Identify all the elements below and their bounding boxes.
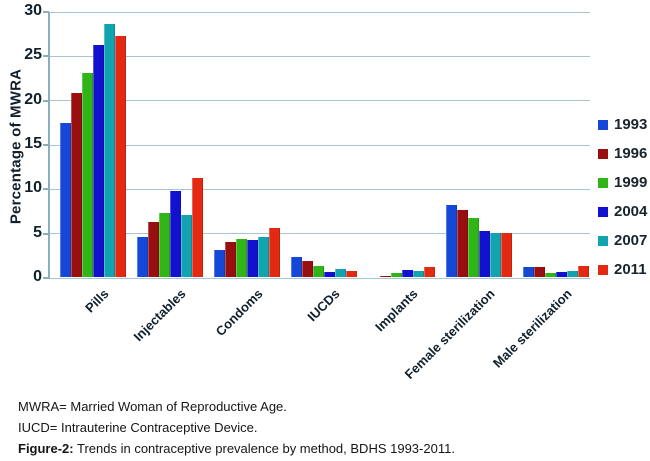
bar-1999-iucds bbox=[313, 266, 325, 277]
bar-2004-implants bbox=[401, 270, 413, 277]
legend-swatch-1996 bbox=[598, 149, 608, 159]
bar-1996-female-sterilization bbox=[456, 210, 468, 277]
bar-1996-implants bbox=[379, 276, 391, 277]
bar-1993-male-sterilization bbox=[522, 267, 534, 277]
y-tick-label-20: 20 bbox=[24, 90, 42, 108]
footnote-iucd: IUCD= Intrauterine Contraceptive Device. bbox=[18, 420, 258, 435]
bar-2011-injectables bbox=[192, 178, 204, 277]
bar-1993-condoms bbox=[214, 250, 226, 277]
figure-caption: Figure-2: Trends in contraceptive preval… bbox=[18, 438, 455, 459]
bar-group-iucds bbox=[291, 257, 358, 277]
bar-1996-condoms bbox=[225, 242, 237, 277]
bar-2007-iucds bbox=[335, 269, 347, 277]
bar-2007-male-sterilization bbox=[566, 271, 578, 277]
y-tick-label-10: 10 bbox=[24, 179, 42, 197]
bar-2011-implants bbox=[423, 267, 435, 277]
gridline-5 bbox=[50, 233, 590, 235]
bar-2011-female-sterilization bbox=[500, 233, 512, 277]
bar-1999-female-sterilization bbox=[467, 218, 479, 277]
bar-group-injectables bbox=[137, 178, 204, 277]
y-axis-line bbox=[48, 12, 50, 279]
bar-2004-condoms bbox=[247, 240, 259, 277]
tickmark-25 bbox=[43, 55, 49, 58]
tickmark-15 bbox=[43, 144, 49, 146]
bar-2007-implants bbox=[412, 271, 424, 277]
legend-swatch-1993 bbox=[598, 120, 608, 130]
bar-2004-female-sterilization bbox=[478, 231, 490, 277]
bar-1999-pills bbox=[82, 73, 93, 277]
legend: 1993 1996 1999 2004 2007 2011 bbox=[598, 117, 647, 278]
tickmark-30 bbox=[43, 11, 49, 13]
tickmark-10 bbox=[43, 188, 49, 191]
legend-item-2007: 2007 bbox=[598, 233, 647, 249]
y-tick-label-30: 30 bbox=[24, 2, 42, 19]
tickmark-20 bbox=[43, 99, 49, 102]
y-tick-label-0: 0 bbox=[33, 268, 42, 285]
legend-swatch-2004 bbox=[598, 207, 608, 217]
bar-1996-pills bbox=[71, 93, 82, 277]
bar-2007-pills bbox=[104, 24, 115, 277]
y-tick-label-15: 15 bbox=[24, 135, 42, 152]
legend-label-1996: 1996 bbox=[614, 145, 648, 162]
y-tick-label-25: 25 bbox=[24, 46, 42, 64]
gridline-0 bbox=[50, 277, 590, 279]
plot-area bbox=[50, 11, 590, 279]
bar-group-female-sterilization bbox=[445, 205, 512, 277]
y-tick-label-5: 5 bbox=[33, 223, 42, 241]
legend-swatch-1999 bbox=[598, 178, 608, 188]
bar-group-implants bbox=[369, 267, 435, 277]
footnotes: MWRA= Married Woman of Reproductive Age.… bbox=[18, 396, 455, 459]
bar-2011-pills bbox=[115, 36, 126, 277]
legend-label-2004: 2004 bbox=[614, 203, 648, 220]
gridline-30 bbox=[50, 11, 590, 13]
bar-1999-male-sterilization bbox=[544, 273, 556, 277]
legend-label-2007: 2007 bbox=[614, 232, 648, 249]
bar-2011-iucds bbox=[346, 271, 358, 277]
legend-item-1993: 1993 bbox=[598, 117, 647, 133]
bar-1996-injectables bbox=[148, 222, 160, 277]
bar-2007-female-sterilization bbox=[489, 233, 501, 277]
bar-1993-pills bbox=[60, 123, 71, 277]
bar-group-condoms bbox=[214, 228, 281, 277]
bar-2004-pills bbox=[93, 45, 104, 277]
legend-swatch-2011 bbox=[598, 265, 608, 275]
gridline-15 bbox=[50, 144, 590, 146]
gridline-25 bbox=[50, 55, 590, 57]
figure-caption-label: Figure-2: bbox=[18, 441, 74, 456]
bar-2004-male-sterilization bbox=[555, 272, 567, 277]
bar-group-male-sterilization bbox=[522, 266, 589, 277]
tickmark-0 bbox=[43, 277, 49, 279]
bar-2007-injectables bbox=[181, 215, 193, 277]
bar-1993-iucds bbox=[291, 257, 303, 277]
bar-1993-female-sterilization bbox=[445, 205, 457, 277]
gridline-10 bbox=[50, 188, 590, 190]
gridline-20 bbox=[50, 100, 590, 102]
bar-1999-condoms bbox=[236, 239, 248, 277]
legend-item-2011: 2011 bbox=[598, 262, 647, 278]
bar-1999-injectables bbox=[159, 213, 171, 277]
bar-2007-condoms bbox=[258, 237, 270, 277]
legend-label-2011: 2011 bbox=[614, 261, 647, 278]
bar-2011-male-sterilization bbox=[577, 266, 589, 277]
bar-2004-iucds bbox=[324, 272, 336, 277]
bar-1993-injectables bbox=[137, 237, 149, 277]
legend-label-1999: 1999 bbox=[614, 174, 648, 191]
legend-item-2004: 2004 bbox=[598, 204, 647, 220]
footnote-mwra: MWRA= Married Woman of Reproductive Age. bbox=[18, 399, 287, 414]
legend-swatch-2007 bbox=[598, 236, 608, 246]
bar-1999-implants bbox=[390, 273, 402, 277]
bar-2011-condoms bbox=[269, 228, 281, 277]
tickmark-5 bbox=[43, 232, 49, 235]
legend-item-1999: 1999 bbox=[598, 175, 647, 191]
figure-caption-text: Trends in contraceptive prevalence by me… bbox=[73, 441, 455, 456]
legend-item-1996: 1996 bbox=[598, 146, 647, 162]
legend-label-1993: 1993 bbox=[614, 116, 648, 133]
bar-group-pills bbox=[60, 24, 126, 277]
bar-1996-male-sterilization bbox=[533, 267, 545, 277]
bar-2004-injectables bbox=[170, 191, 182, 277]
bar-1996-iucds bbox=[302, 261, 314, 277]
